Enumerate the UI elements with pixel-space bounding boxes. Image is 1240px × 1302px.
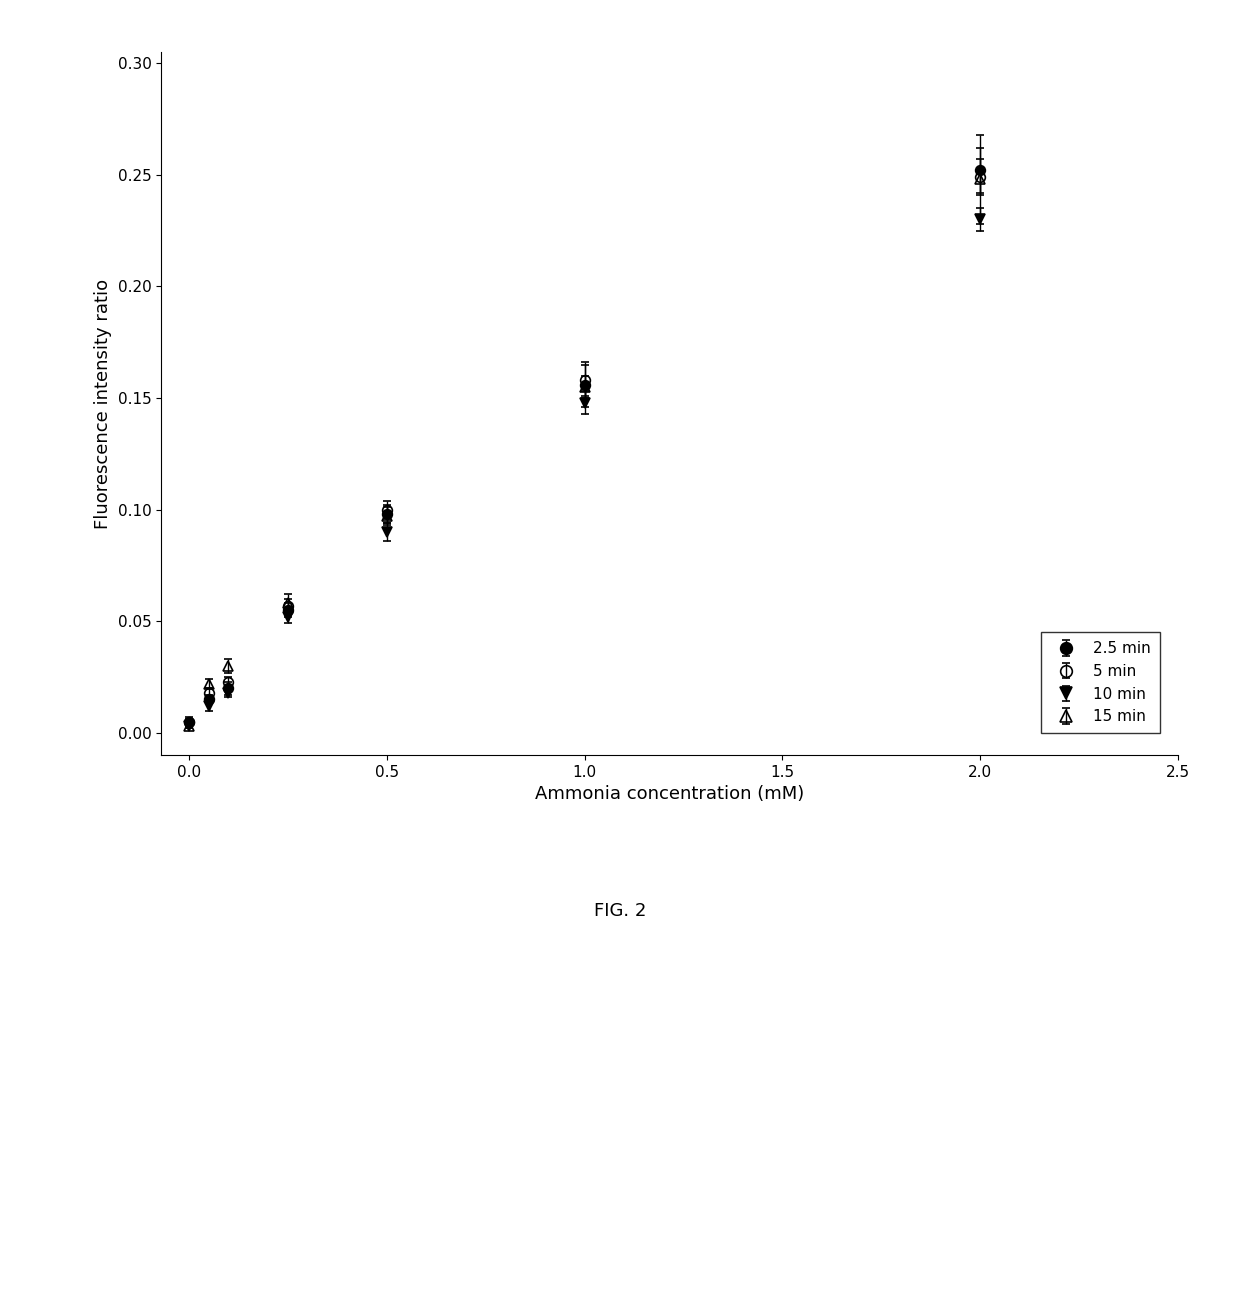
Text: FIG. 2: FIG. 2 bbox=[594, 902, 646, 921]
X-axis label: Ammonia concentration (mM): Ammonia concentration (mM) bbox=[534, 785, 805, 803]
Legend: 2.5 min, 5 min, 10 min, 15 min: 2.5 min, 5 min, 10 min, 15 min bbox=[1042, 633, 1161, 733]
Y-axis label: Fluorescence intensity ratio: Fluorescence intensity ratio bbox=[94, 279, 112, 529]
